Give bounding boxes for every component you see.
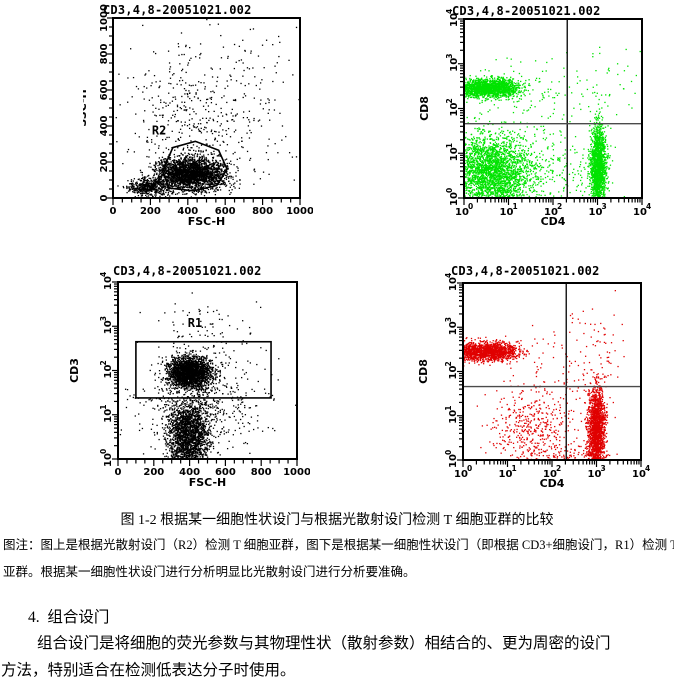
section-heading: 4. 组合设门 [28,609,110,626]
figure-note-line-2: 亚群。根据某一细胞性状设门进行分析明显比光散射设门进行分析要准确。 [3,565,416,579]
figure-note-line-1: 图注：图上是根据光散射设门（R2）检测 T 细胞亚群，图下是根据某一细胞性状设门… [3,538,674,552]
cd4-cd8-green-scatter-canvas [420,2,674,234]
cd4-cd8-red-scatter-canvas [418,262,674,494]
figure-plots: CD3,4,8-20051021.002 CD3,4,8-20051021.00… [58,2,674,494]
section-body-line-1: 组合设门是将细胞的荧光参数与其物理性状（散射参数）相结合的、更为周密的设门 [37,635,611,652]
figure-caption: 图 1-2 根据某一细胞性状设门与根据光散射设门检测 T 细胞亚群的比较 [120,513,554,528]
fsc-cd3-scatter-canvas [58,262,310,494]
section-body-line-2: 方法，特别适合在检测低表达分子时使用。 [1,662,296,679]
fsc-ssc-scatter-canvas [83,2,313,234]
